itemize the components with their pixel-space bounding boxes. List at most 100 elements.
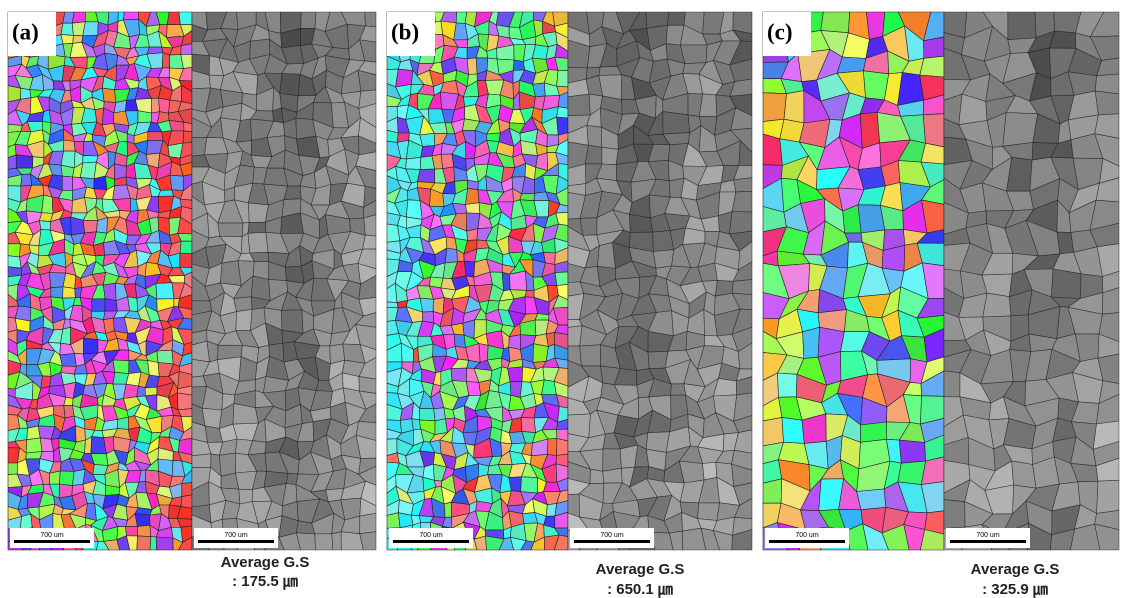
grain <box>7 154 17 170</box>
grain <box>362 234 377 250</box>
grain <box>331 531 342 551</box>
grain <box>417 168 436 184</box>
scale-bar <box>950 540 1026 543</box>
grain <box>91 298 106 312</box>
grain <box>61 175 74 191</box>
grain <box>645 431 670 453</box>
grain <box>93 175 108 190</box>
grain <box>63 396 74 406</box>
grain <box>507 366 524 382</box>
grain <box>512 59 526 71</box>
scale-bar <box>198 540 274 543</box>
grain <box>1094 73 1120 95</box>
grain <box>820 11 851 34</box>
grain <box>1007 11 1037 41</box>
grain <box>217 222 244 237</box>
grain <box>897 460 926 485</box>
grain <box>169 174 184 191</box>
grain <box>860 421 887 443</box>
grain <box>281 309 304 334</box>
grain <box>180 43 193 55</box>
grain <box>102 282 117 301</box>
grain <box>556 116 569 136</box>
sem-image <box>567 11 753 551</box>
grain <box>731 190 753 213</box>
grain <box>919 55 945 78</box>
scale-bar <box>574 540 650 543</box>
grain <box>178 11 193 26</box>
grain <box>554 271 569 286</box>
grain <box>386 301 399 309</box>
grain <box>363 214 377 237</box>
caption: : 175.5 ㎛ <box>232 573 298 591</box>
grain <box>556 438 569 456</box>
grain <box>50 286 64 299</box>
grain <box>920 142 945 165</box>
grain <box>7 462 18 476</box>
grain <box>465 381 482 396</box>
grain <box>235 309 253 332</box>
grain <box>1096 479 1120 514</box>
grain <box>652 249 675 269</box>
grain <box>680 44 708 64</box>
grain <box>123 383 139 399</box>
grain <box>168 120 185 132</box>
annotations: (a) 700 um 700 um Average G.S: 175.5 ㎛ (b) 70… <box>8 12 1059 598</box>
grain <box>82 21 99 37</box>
label-box <box>387 12 435 56</box>
grain <box>405 199 423 220</box>
grain <box>71 11 86 24</box>
grain <box>179 252 193 268</box>
grain <box>467 179 479 191</box>
grain <box>127 296 139 313</box>
grain <box>60 34 74 45</box>
grain <box>922 113 945 148</box>
grain <box>179 240 193 255</box>
grain <box>1094 90 1120 116</box>
grain <box>762 92 787 122</box>
grain <box>453 333 466 348</box>
grain <box>418 408 436 422</box>
grain <box>364 11 377 28</box>
grain <box>898 439 926 464</box>
grain <box>434 479 443 488</box>
grain <box>137 110 152 124</box>
grain <box>556 106 569 119</box>
grain <box>191 340 210 363</box>
grain <box>15 154 34 169</box>
grain <box>667 11 686 26</box>
grain <box>567 93 591 117</box>
grain <box>586 125 603 148</box>
grain <box>802 326 820 359</box>
grain <box>440 153 455 170</box>
grain <box>463 260 476 278</box>
grain <box>220 260 242 286</box>
grain <box>314 533 334 551</box>
grain <box>520 417 536 434</box>
grain <box>180 494 193 509</box>
grain <box>702 461 718 481</box>
grain <box>897 72 925 106</box>
grain <box>157 189 175 197</box>
grain <box>60 22 74 36</box>
grain <box>524 290 535 298</box>
caption: Average G.S <box>221 554 310 571</box>
grain <box>856 488 887 511</box>
grain <box>117 416 129 430</box>
grain <box>419 132 436 147</box>
grain <box>762 417 784 447</box>
grain <box>509 270 528 291</box>
grain <box>419 297 434 313</box>
grain <box>943 370 961 398</box>
grain <box>579 344 601 367</box>
grain <box>158 97 171 114</box>
grain <box>7 266 23 278</box>
grain <box>1002 112 1039 147</box>
grain <box>762 133 783 166</box>
grain <box>155 282 175 300</box>
grain <box>166 11 181 26</box>
grain <box>62 286 76 299</box>
grain <box>182 130 193 144</box>
caption: Average G.S <box>971 561 1060 578</box>
